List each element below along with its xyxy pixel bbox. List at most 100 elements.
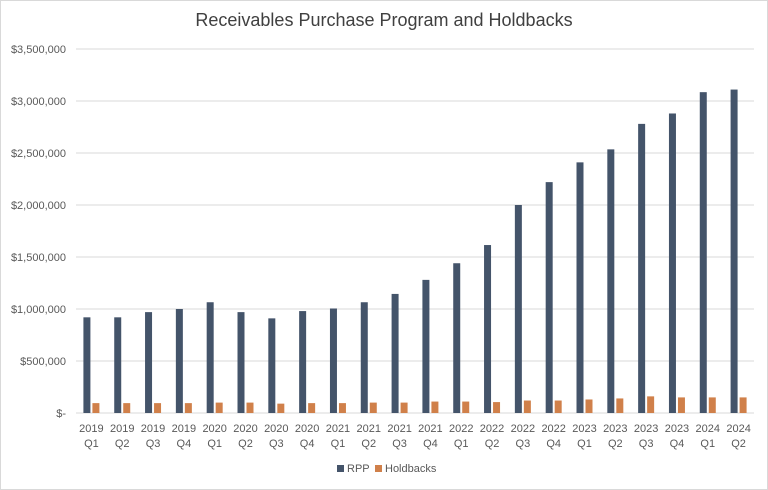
bar-rpp bbox=[699, 92, 707, 413]
bar-rpp bbox=[360, 302, 368, 413]
bar-holdbacks bbox=[708, 397, 716, 413]
bar-holdbacks bbox=[338, 403, 346, 413]
x-tick-year: 2021 bbox=[418, 423, 442, 435]
x-tick-quarter: Q4 bbox=[546, 438, 561, 450]
bar-rpp bbox=[545, 182, 553, 413]
y-tick-label: $3,500,000 bbox=[11, 44, 66, 56]
x-tick-quarter: Q1 bbox=[207, 438, 222, 450]
bar-holdbacks bbox=[431, 401, 439, 413]
bar-holdbacks bbox=[462, 401, 470, 413]
bar-holdbacks bbox=[184, 403, 192, 413]
bar-rpp bbox=[730, 89, 738, 413]
y-tick-label: $3,000,000 bbox=[11, 96, 66, 108]
x-tick-quarter: Q2 bbox=[731, 438, 746, 450]
bar-holdbacks bbox=[215, 402, 223, 413]
bar-rpp bbox=[514, 205, 522, 413]
y-tick-label: $500,000 bbox=[20, 356, 66, 368]
x-tick-year: 2022 bbox=[541, 423, 565, 435]
bar-rpp bbox=[576, 162, 584, 413]
x-tick-quarter: Q3 bbox=[269, 438, 284, 450]
bar-rpp bbox=[422, 279, 430, 413]
x-tick-quarter: Q1 bbox=[577, 438, 592, 450]
x-tick-year: 2022 bbox=[480, 423, 504, 435]
bar-holdbacks bbox=[92, 403, 100, 413]
bar-holdbacks bbox=[154, 403, 162, 413]
x-tick-year: 2019 bbox=[110, 423, 134, 435]
x-tick-year: 2020 bbox=[233, 423, 257, 435]
bar-holdbacks bbox=[523, 400, 531, 413]
x-tick-quarter: Q1 bbox=[454, 438, 469, 450]
bar-rpp bbox=[453, 263, 461, 413]
x-tick-year: 2021 bbox=[326, 423, 350, 435]
bar-rpp bbox=[329, 308, 337, 413]
x-tick-quarter: Q2 bbox=[608, 438, 623, 450]
bar-rpp bbox=[299, 311, 307, 413]
legend-label-holdbacks: Holdbacks bbox=[385, 463, 437, 475]
x-tick-year: 2023 bbox=[634, 423, 658, 435]
x-tick-year: 2021 bbox=[387, 423, 411, 435]
x-tick-quarter: Q2 bbox=[238, 438, 253, 450]
x-tick-quarter: Q1 bbox=[84, 438, 99, 450]
x-tick-quarter: Q2 bbox=[361, 438, 376, 450]
x-tick-quarter: Q4 bbox=[423, 438, 438, 450]
x-tick-quarter: Q3 bbox=[392, 438, 407, 450]
bar-rpp bbox=[206, 302, 214, 413]
bar-holdbacks bbox=[554, 400, 562, 413]
x-tick-quarter: Q3 bbox=[516, 438, 531, 450]
bar-rpp bbox=[638, 123, 646, 413]
bar-holdbacks bbox=[647, 396, 655, 413]
x-tick-quarter: Q1 bbox=[331, 438, 346, 450]
bar-rpp bbox=[268, 318, 276, 413]
legend-label-rpp: RPP bbox=[347, 463, 370, 475]
x-tick-year: 2019 bbox=[172, 423, 196, 435]
x-tick-year: 2020 bbox=[202, 423, 226, 435]
x-tick-year: 2023 bbox=[572, 423, 596, 435]
bar-holdbacks bbox=[677, 397, 685, 413]
x-tick-year: 2019 bbox=[141, 423, 165, 435]
x-tick-year: 2023 bbox=[603, 423, 627, 435]
y-tick-label: $2,500,000 bbox=[11, 148, 66, 160]
bar-rpp bbox=[83, 317, 91, 413]
bar-holdbacks bbox=[308, 403, 316, 413]
y-tick-label: $1,500,000 bbox=[11, 252, 66, 264]
y-tick-label: $1,000,000 bbox=[11, 304, 66, 316]
chart-title: Receivables Purchase Program and Holdbac… bbox=[195, 10, 573, 30]
bar-rpp bbox=[607, 149, 615, 414]
bar-holdbacks bbox=[739, 397, 747, 413]
bar-holdbacks bbox=[369, 402, 377, 413]
y-tick-label: $- bbox=[56, 408, 66, 420]
x-tick-quarter: Q3 bbox=[639, 438, 654, 450]
bar-holdbacks bbox=[585, 399, 593, 413]
y-tick-label: $2,000,000 bbox=[11, 200, 66, 212]
bar-rpp bbox=[668, 113, 676, 413]
x-tick-year: 2022 bbox=[449, 423, 473, 435]
x-tick-year: 2023 bbox=[665, 423, 689, 435]
bar-holdbacks bbox=[277, 403, 285, 413]
bar-rpp bbox=[145, 312, 153, 413]
bar-holdbacks bbox=[400, 402, 408, 413]
x-tick-quarter: Q2 bbox=[485, 438, 500, 450]
legend-swatch-rpp bbox=[337, 465, 344, 472]
x-tick-quarter: Q4 bbox=[670, 438, 685, 450]
bar-rpp bbox=[114, 317, 122, 413]
x-tick-quarter: Q3 bbox=[146, 438, 161, 450]
x-tick-year: 2024 bbox=[696, 423, 720, 435]
x-tick-quarter: Q4 bbox=[177, 438, 192, 450]
x-tick-year: 2019 bbox=[79, 423, 103, 435]
bar-rpp bbox=[484, 245, 492, 413]
x-tick-year: 2024 bbox=[726, 423, 750, 435]
x-tick-quarter: Q1 bbox=[700, 438, 715, 450]
x-tick-year: 2020 bbox=[295, 423, 319, 435]
x-tick-year: 2022 bbox=[511, 423, 535, 435]
bar-holdbacks bbox=[493, 402, 501, 413]
legend-swatch-holdbacks bbox=[375, 465, 382, 472]
x-tick-quarter: Q4 bbox=[300, 438, 315, 450]
x-tick-year: 2021 bbox=[357, 423, 381, 435]
x-tick-quarter: Q2 bbox=[115, 438, 130, 450]
x-tick-year: 2020 bbox=[264, 423, 288, 435]
bar-rpp bbox=[237, 312, 245, 413]
bar-holdbacks bbox=[123, 403, 131, 413]
bar-holdbacks bbox=[616, 398, 624, 413]
bar-rpp bbox=[391, 293, 399, 413]
